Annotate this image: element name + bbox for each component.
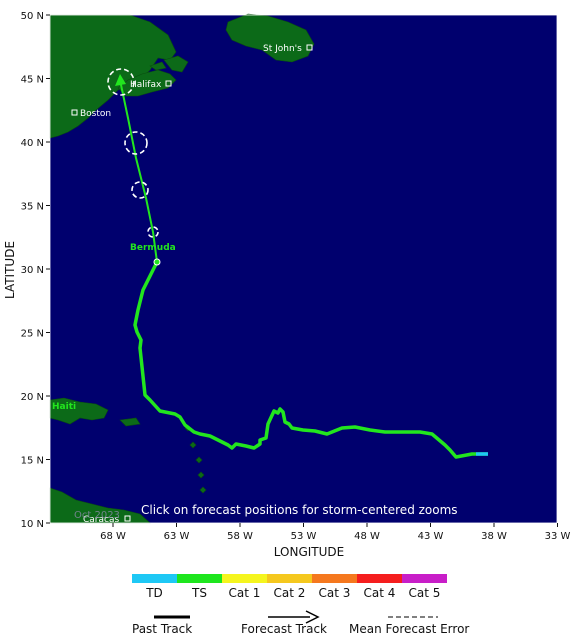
forecast-position-4[interactable] (107, 68, 135, 96)
city-label-caracas: Caracas (83, 515, 119, 525)
lon-tick-label: 38 W (481, 531, 507, 542)
intensity-swatch (132, 574, 177, 583)
caracas-marker-icon (124, 515, 131, 522)
ocean-area (50, 15, 557, 523)
forecast-arrowhead-icon (115, 74, 126, 86)
intensity-legend: TD TS Cat 1 Cat 2 Cat 3 Cat 4 Cat 5 (132, 574, 447, 600)
forecast-track-legend-arrow-icon (305, 610, 320, 624)
x-axis-title: LONGITUDE (274, 545, 344, 559)
intensity-label: Cat 4 (364, 586, 396, 600)
lat-tick-label: 15 N (21, 456, 44, 467)
lat-tick-label: 35 N (21, 202, 44, 213)
lat-tick-label: 10 N (21, 519, 44, 530)
intensity-swatch (222, 574, 267, 583)
past-track-label: Past Track (132, 622, 192, 636)
lon-tick-label: 48 W (354, 531, 380, 542)
intensity-swatch (177, 574, 222, 583)
intensity-label: Cat 3 (319, 586, 351, 600)
hispaniola-land (49, 397, 109, 425)
forecast-error-circles (107, 68, 159, 238)
intensity-swatch (402, 574, 447, 583)
city-label-st-johns: St John's (263, 44, 302, 54)
lat-tick-label: 40 N (21, 138, 44, 149)
forecast-position-2[interactable] (131, 181, 149, 199)
intensity-swatch (267, 574, 312, 583)
puerto-rico-land (119, 417, 141, 427)
y-axis-title: LATITUDE (3, 241, 17, 299)
city-label-bermuda: Bermuda (130, 243, 176, 253)
forecast-position-3[interactable] (124, 131, 148, 155)
city-label-haiti: Haiti (52, 402, 76, 412)
intensity-label: Cat 2 (274, 586, 306, 600)
intensity-label: TS (191, 586, 207, 600)
lon-tick-label: 68 W (100, 531, 126, 542)
mean-forecast-error-label: Mean Forecast Error (349, 622, 469, 636)
st-johns-marker-icon (306, 44, 313, 51)
lon-tick-label: 43 W (418, 531, 444, 542)
newfoundland-land (225, 13, 315, 63)
lon-tick-label: 63 W (164, 531, 190, 542)
lon-tick-label: 53 W (291, 531, 317, 542)
longitude-axis: 68 W 63 W 58 W 53 W 48 W 43 W 38 W 33 W (100, 523, 571, 542)
lat-tick-label: 30 N (21, 265, 44, 276)
city-markers (71, 44, 313, 522)
intensity-swatch (357, 574, 402, 583)
lat-tick-label: 50 N (21, 11, 44, 22)
city-label-halifax: Halifax (130, 80, 162, 90)
boston-marker-icon (71, 109, 78, 116)
lat-tick-label: 45 N (21, 75, 44, 86)
past-track-line (133, 261, 488, 459)
lat-tick-label: 20 N (21, 392, 44, 403)
forecast-track-line (119, 79, 158, 263)
click-hint-text: Click on forecast positions for storm-ce… (141, 503, 458, 517)
land-masses (49, 13, 315, 524)
intensity-label: Cat 1 (229, 586, 261, 600)
forecast-position-1[interactable] (147, 226, 159, 238)
lon-tick-label: 33 W (545, 531, 571, 542)
intensity-label: TD (145, 586, 163, 600)
pei-land (149, 61, 167, 71)
lon-tick-label: 58 W (227, 531, 253, 542)
intensity-swatch (312, 574, 357, 583)
cape-breton-land (163, 55, 189, 73)
watermark-date: Oct 2023 (74, 510, 120, 521)
lat-tick-label: 25 N (21, 329, 44, 340)
halifax-marker-icon (165, 80, 172, 87)
latitude-axis: 50 N 45 N 40 N 35 N 30 N 25 N 20 N 15 N 10 N (21, 11, 50, 530)
current-position-marker[interactable] (153, 258, 161, 266)
nova-scotia-land (117, 69, 177, 97)
forecast-track-label: Forecast Track (241, 622, 327, 636)
city-label-boston: Boston (80, 109, 111, 119)
intensity-label: Cat 5 (409, 586, 441, 600)
